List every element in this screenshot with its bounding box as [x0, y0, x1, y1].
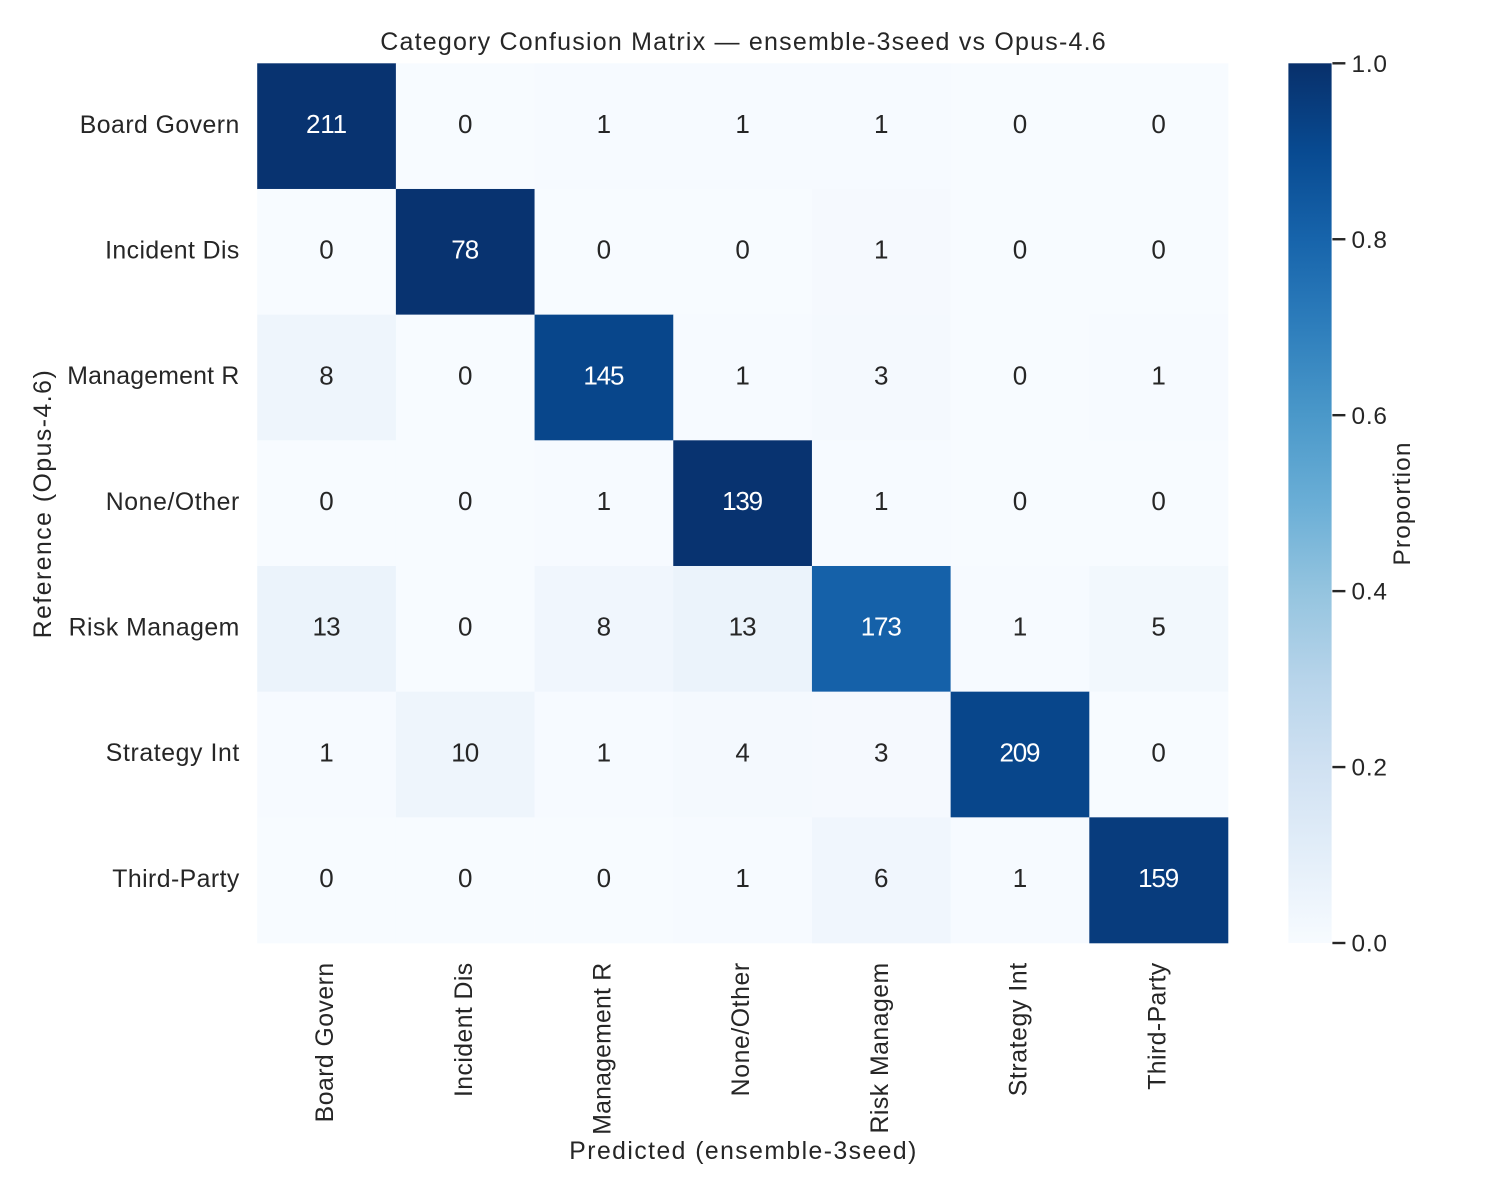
svg-text:0: 0	[1013, 235, 1027, 265]
svg-text:0: 0	[1151, 235, 1165, 265]
svg-text:Management R: Management R	[67, 363, 239, 390]
svg-text:Reference (Opus-4.6): Reference (Opus-4.6)	[30, 370, 57, 638]
svg-text:13: 13	[313, 612, 341, 642]
svg-text:1: 1	[735, 863, 749, 893]
svg-text:1: 1	[874, 486, 888, 516]
svg-text:0: 0	[1013, 486, 1027, 516]
svg-text:Third-Party: Third-Party	[1144, 962, 1171, 1090]
svg-text:4: 4	[735, 737, 749, 767]
svg-text:78: 78	[451, 235, 479, 265]
svg-text:None/Other: None/Other	[106, 489, 239, 516]
svg-text:1: 1	[597, 486, 611, 516]
svg-text:0.4: 0.4	[1352, 579, 1388, 606]
svg-text:3: 3	[874, 360, 888, 390]
svg-text:139: 139	[722, 486, 763, 516]
svg-text:Board Govern: Board Govern	[312, 963, 339, 1123]
svg-text:Predicted (ensemble-3seed): Predicted (ensemble-3seed)	[569, 1138, 916, 1165]
svg-text:Strategy Int: Strategy Int	[1006, 963, 1033, 1097]
svg-text:3: 3	[874, 737, 888, 767]
svg-text:0: 0	[319, 863, 333, 893]
svg-text:0.8: 0.8	[1352, 227, 1388, 254]
svg-text:Proportion: Proportion	[1389, 443, 1416, 566]
svg-text:Risk Managem: Risk Managem	[867, 963, 894, 1134]
svg-text:1: 1	[874, 109, 888, 139]
svg-text:Board Govern: Board Govern	[80, 112, 239, 139]
svg-text:0.2: 0.2	[1352, 755, 1388, 782]
svg-text:211: 211	[306, 109, 347, 139]
svg-text:1: 1	[597, 109, 611, 139]
svg-text:6: 6	[874, 863, 888, 893]
svg-text:145: 145	[583, 360, 624, 390]
svg-text:0.6: 0.6	[1352, 403, 1388, 430]
svg-text:1: 1	[597, 737, 611, 767]
svg-text:Management R: Management R	[590, 963, 617, 1135]
svg-text:1: 1	[1013, 612, 1027, 642]
svg-text:0: 0	[1013, 109, 1027, 139]
svg-text:0: 0	[458, 612, 472, 642]
svg-text:0: 0	[1151, 486, 1165, 516]
svg-text:1.0: 1.0	[1352, 51, 1388, 78]
svg-text:0: 0	[458, 486, 472, 516]
svg-text:173: 173	[861, 612, 902, 642]
svg-text:8: 8	[597, 612, 611, 642]
svg-text:5: 5	[1151, 612, 1165, 642]
svg-text:1: 1	[319, 737, 333, 767]
svg-text:Incident Dis: Incident Dis	[105, 238, 239, 265]
svg-text:0.0: 0.0	[1352, 931, 1388, 958]
svg-text:0: 0	[458, 109, 472, 139]
svg-text:1: 1	[735, 109, 749, 139]
svg-text:0: 0	[735, 235, 749, 265]
svg-text:Third-Party: Third-Party	[112, 866, 240, 893]
svg-text:0: 0	[458, 360, 472, 390]
svg-text:0: 0	[1151, 737, 1165, 767]
svg-text:Risk Managem: Risk Managem	[69, 615, 240, 642]
svg-text:209: 209	[999, 737, 1040, 767]
svg-text:1: 1	[735, 360, 749, 390]
svg-text:Strategy Int: Strategy Int	[106, 740, 240, 767]
svg-text:0: 0	[458, 863, 472, 893]
svg-text:10: 10	[451, 737, 479, 767]
svg-text:13: 13	[729, 612, 757, 642]
svg-text:8: 8	[319, 360, 333, 390]
svg-text:Category Confusion Matrix — en: Category Confusion Matrix — ensemble-3se…	[380, 28, 1105, 56]
svg-text:1: 1	[1013, 863, 1027, 893]
svg-text:159: 159	[1138, 863, 1179, 893]
svg-text:0: 0	[1151, 109, 1165, 139]
svg-text:0: 0	[319, 486, 333, 516]
svg-text:0: 0	[597, 235, 611, 265]
svg-text:0: 0	[1013, 360, 1027, 390]
svg-text:Incident Dis: Incident Dis	[451, 963, 478, 1097]
svg-text:0: 0	[597, 863, 611, 893]
svg-text:1: 1	[874, 235, 888, 265]
svg-text:1: 1	[1151, 360, 1165, 390]
svg-text:None/Other: None/Other	[728, 963, 755, 1097]
svg-text:0: 0	[319, 235, 333, 265]
